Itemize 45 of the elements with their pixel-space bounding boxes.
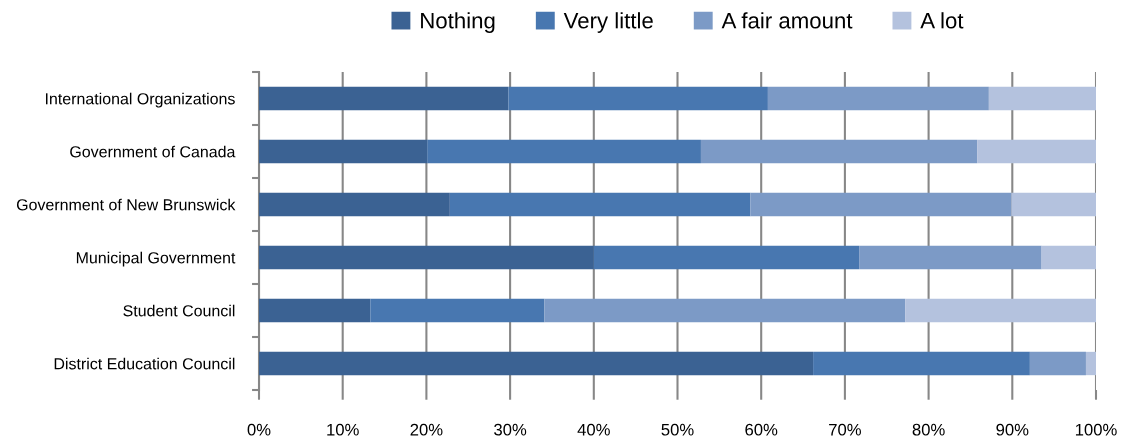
x-tick-label: 70%	[829, 423, 861, 436]
legend-label: A fair amount	[721, 12, 853, 29]
x-tick-label: 80%	[912, 423, 945, 436]
x-tick-label: 20%	[410, 423, 443, 436]
bar	[259, 351, 814, 376]
bar	[593, 245, 860, 270]
x-tick-label: 40%	[577, 423, 610, 436]
bar	[767, 86, 989, 111]
bar	[1011, 192, 1096, 217]
bar	[988, 86, 1096, 111]
x-tick-label: 0%	[247, 423, 271, 436]
y-tick-label: Municipal Government	[76, 251, 236, 267]
x-tick-label: 30%	[494, 423, 527, 436]
bar	[449, 192, 751, 217]
x-tick-label: 50%	[661, 423, 694, 436]
bar	[259, 298, 371, 323]
bar	[859, 245, 1042, 270]
legend-label: Very little	[563, 12, 653, 33]
bar	[1029, 351, 1086, 376]
y-tick-label: Student Council	[123, 304, 235, 317]
bar	[370, 298, 545, 323]
bar	[259, 86, 509, 111]
bar	[977, 139, 1096, 164]
y-tick-label: Government of New Brunswick	[16, 198, 236, 211]
legend-label: A lot	[920, 12, 964, 29]
legend-label: Nothing	[421, 12, 495, 33]
bar	[700, 139, 978, 164]
bar	[813, 351, 1030, 376]
bar	[259, 139, 428, 164]
y-tick-label: District Education Council	[54, 357, 235, 370]
bar	[259, 192, 450, 217]
bar	[1085, 351, 1096, 376]
y-tick-label: International Organizations	[45, 92, 235, 108]
bar	[905, 298, 1096, 323]
bar	[544, 298, 906, 323]
x-tick-label: 90%	[996, 423, 1029, 436]
x-tick-label: 60%	[745, 423, 778, 436]
bar	[508, 86, 768, 111]
y-tick-label: Government of Canada	[70, 145, 236, 158]
bar	[259, 245, 594, 270]
x-tick-label: 100%	[1075, 423, 1117, 436]
bar	[427, 139, 701, 164]
bar	[750, 192, 1012, 217]
bar	[1041, 245, 1096, 270]
x-tick-label: 10%	[327, 423, 359, 436]
